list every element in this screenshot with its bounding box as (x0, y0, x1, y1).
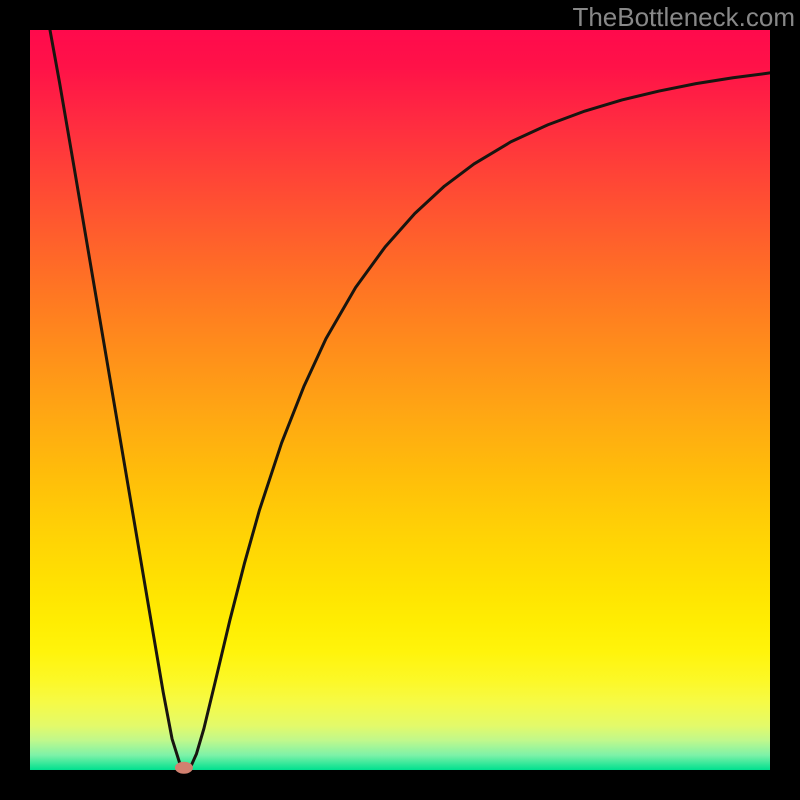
bottleneck-chart: TheBottleneck.com (0, 0, 800, 800)
chart-container: TheBottleneck.com (0, 0, 800, 800)
watermark-text: TheBottleneck.com (572, 2, 795, 32)
optimal-point-marker (175, 762, 193, 774)
chart-background (30, 30, 770, 770)
